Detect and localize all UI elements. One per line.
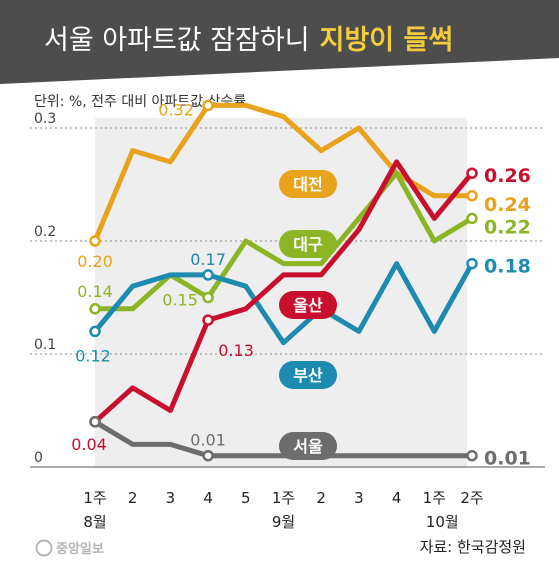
x-tick-label: 2주 (460, 489, 483, 507)
data-point (202, 99, 214, 112)
data-label: 0.14 (77, 282, 113, 301)
end-value-label: 0.22 (484, 216, 531, 238)
logo: 중앙일보 (56, 541, 104, 557)
data-label: 0.01 (190, 431, 226, 450)
y-tick-label: 0.3 (34, 111, 56, 127)
data-label: 0.15 (162, 291, 198, 310)
data-point (466, 257, 478, 270)
x-tick-label: 1주 (423, 489, 446, 507)
data-point (202, 269, 214, 281)
data-point (466, 449, 478, 462)
data-label: 0.04 (71, 435, 107, 454)
data-label: 0.12 (75, 346, 111, 365)
data-point (89, 416, 101, 428)
data-point (466, 212, 478, 225)
x-tick-label: 2 (316, 489, 326, 507)
end-value-label: 0.01 (484, 448, 531, 470)
x-tick-label: 3 (166, 489, 176, 507)
x-tick-label: 4 (392, 489, 402, 507)
data-label: 0.20 (77, 252, 113, 271)
x-tick-label: 3 (354, 489, 364, 507)
series-name-pill (279, 230, 337, 258)
y-tick-label: 0.1 (34, 337, 56, 353)
series-line (92, 170, 475, 312)
title-banner (0, 0, 559, 84)
data-point (89, 235, 101, 247)
data-point (202, 291, 214, 304)
data-point (89, 303, 101, 315)
end-value-label: 0.26 (484, 165, 531, 187)
chart-title: 서울 아파트값 잠잠하니 지방이 들썩 (44, 25, 453, 56)
series-name-label: 부산 (293, 366, 323, 385)
series-name-pill (279, 432, 337, 460)
x-tick-label: 2 (128, 489, 138, 507)
y-tick-label: 0 (34, 450, 43, 466)
x-tick-label: 5 (241, 489, 251, 507)
end-value-label: 0.18 (484, 256, 531, 278)
data-label: 0.32 (158, 100, 194, 119)
data-label: 0.17 (190, 250, 226, 269)
x-tick-label: 1주 (272, 489, 295, 507)
data-point (466, 190, 478, 202)
series-name-pill (279, 170, 337, 198)
month-label: 8월 (83, 513, 106, 531)
series-name-label: 서울 (293, 437, 323, 456)
x-tick-label: 4 (203, 489, 213, 507)
series-line (92, 159, 475, 425)
source-note: 자료: 한국감정원 (420, 538, 526, 556)
title-highlight: 지방이 들썩 (320, 25, 454, 56)
data-point (466, 167, 478, 179)
data-point (202, 314, 214, 326)
series-name-label: 대전 (293, 175, 322, 194)
data-label: 0.13 (218, 341, 254, 360)
data-point (202, 449, 214, 462)
end-value-label: 0.24 (484, 194, 531, 216)
data-point (89, 325, 101, 338)
month-label: 10월 (426, 513, 459, 531)
series-group: 0.20 0.32 0.24 0.14 0.15 0.22 0.12 0.17 0.18 0.04… (71, 99, 531, 470)
y-tick-label: 0.2 (34, 224, 56, 240)
series-name-label: 대구 (293, 235, 323, 254)
series-line (92, 261, 475, 346)
logo-icon (35, 539, 53, 557)
series-name-pill (279, 361, 337, 389)
title-main: 서울 아파트값 잠잠하니 (44, 25, 310, 56)
series-name-label: 울산 (293, 296, 323, 315)
x-axis: 1주 2 3 4 5 1주 2 3 4 1주 2주 8월 9월 10월 (83, 489, 483, 531)
series-name-pill (279, 291, 337, 319)
gridlines (30, 127, 545, 468)
y-axis: 0 0.1 0.2 0.3 (34, 111, 56, 466)
unit-label: 단위: %, 전주 대비 아파트값 상승률 (34, 94, 246, 110)
month-label: 9월 (272, 513, 295, 531)
x-tick-label: 1주 (83, 489, 106, 507)
